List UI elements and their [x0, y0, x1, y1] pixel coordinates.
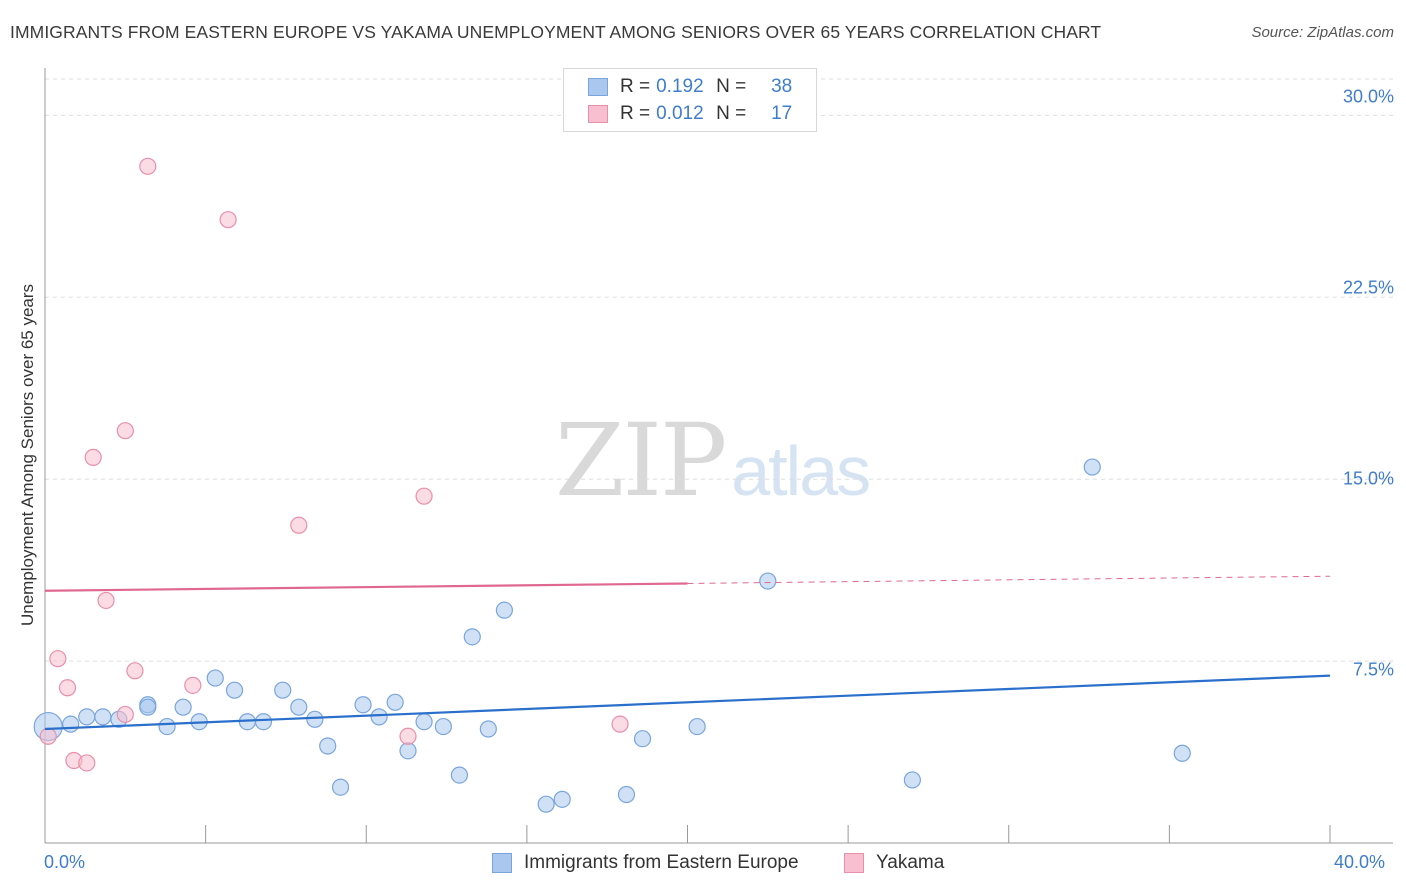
eastern-europe-point	[370, 708, 388, 726]
eastern-europe-point	[319, 737, 337, 755]
zipatlas-watermark: ZIPatlas	[555, 402, 871, 519]
source-label: Source: ZipAtlas.com	[1251, 24, 1394, 41]
legend-r-value: 0.012	[656, 103, 704, 124]
eastern-europe-point	[306, 710, 324, 728]
y-tick-label: 15.0%	[1342, 468, 1394, 489]
yakama-point	[78, 754, 96, 772]
legend-swatch-pink	[588, 105, 608, 123]
yakama-point	[219, 211, 237, 229]
y-axis-label: Unemployment Among Seniors over 65 years	[18, 283, 37, 627]
eastern-europe-point	[331, 778, 350, 796]
eastern-europe-point	[225, 681, 244, 699]
eastern-europe-point	[94, 708, 112, 726]
x-tick-label: 40.0%	[1334, 852, 1386, 872]
legend-r-label: R =	[620, 103, 651, 124]
eastern-europe-point	[254, 713, 273, 731]
watermark-zip: ZIP	[555, 402, 727, 519]
eastern-europe-point	[688, 717, 706, 736]
eastern-europe-point	[274, 681, 292, 699]
legend-row-blue: R = 0.192 N = 38	[588, 76, 792, 98]
eastern-europe-point	[158, 717, 176, 736]
yakama-point	[290, 516, 308, 534]
legend-r-label: R =	[620, 76, 651, 97]
legend-r-value: 0.192	[656, 76, 704, 97]
eastern-europe-point	[415, 713, 433, 731]
legend-item-eastern-europe[interactable]: Immigrants from Eastern Europe	[492, 852, 799, 874]
yakama-point	[116, 705, 134, 724]
y-tick-label: 22.5%	[1342, 277, 1394, 298]
yakama-point	[139, 157, 157, 175]
eastern-europe-point	[633, 730, 652, 748]
y-tick-label: 7.5%	[1352, 659, 1394, 680]
legend-swatch-blue	[492, 853, 512, 873]
legend-swatch-blue	[588, 78, 608, 96]
eastern-europe-point	[537, 795, 555, 813]
correlation-legend: R = 0.192 N = 38 R = 0.012 N = 17	[563, 68, 817, 132]
eastern-europe-point	[479, 720, 497, 738]
eastern-europe-point	[354, 696, 372, 714]
eastern-europe-point	[759, 572, 777, 590]
yakama-point	[399, 727, 417, 745]
yakama-point	[184, 676, 202, 694]
eastern-europe-point	[463, 628, 481, 646]
legend-n-label: N =	[716, 103, 747, 124]
yakama-point	[126, 662, 144, 680]
legend-n-label: N =	[716, 76, 747, 97]
watermark-atlas: atlas	[731, 432, 871, 510]
eastern-europe-point	[174, 698, 192, 716]
legend-row-pink: R = 0.012 N = 17	[588, 103, 792, 125]
legend-label: Yakama	[876, 852, 945, 873]
eastern-europe-point	[495, 601, 513, 619]
yakama-trendline-extension	[687, 575, 1331, 584]
legend-item-yakama[interactable]: Yakama	[844, 852, 944, 874]
eastern-europe-point	[903, 771, 921, 789]
yakama-point	[611, 715, 629, 733]
legend-n-value: 17	[771, 103, 793, 124]
eastern-europe-point	[399, 742, 417, 760]
eastern-europe-trendline	[44, 674, 1331, 731]
legend-n-value: 38	[771, 76, 793, 97]
eastern-europe-point	[553, 790, 571, 808]
legend-label: Immigrants from Eastern Europe	[524, 852, 799, 873]
legend-swatch-pink	[844, 853, 864, 873]
eastern-europe-point	[62, 715, 80, 733]
y-tick-label: 30.0%	[1342, 86, 1394, 107]
eastern-europe-point	[139, 698, 157, 716]
yakama-point	[84, 448, 102, 466]
eastern-europe-point	[450, 766, 469, 784]
eastern-europe-point	[206, 669, 224, 687]
yakama-point	[116, 422, 134, 440]
yakama-trendline	[44, 582, 688, 592]
x-tick-label: 0.0%	[44, 852, 86, 872]
eastern-europe-point	[617, 785, 636, 804]
eastern-europe-point	[1173, 744, 1191, 762]
eastern-europe-point	[434, 717, 452, 736]
yakama-point	[58, 679, 77, 697]
yakama-point	[49, 650, 67, 668]
yakama-point	[415, 487, 433, 505]
eastern-europe-point	[290, 698, 308, 716]
chart-title: IMMIGRANTS FROM EASTERN EUROPE VS YAKAMA…	[10, 22, 1102, 42]
eastern-europe-point	[386, 693, 404, 711]
yakama-point	[39, 727, 57, 745]
yakama-point	[97, 591, 115, 610]
eastern-europe-point	[1083, 458, 1101, 476]
eastern-europe-point	[78, 708, 96, 726]
